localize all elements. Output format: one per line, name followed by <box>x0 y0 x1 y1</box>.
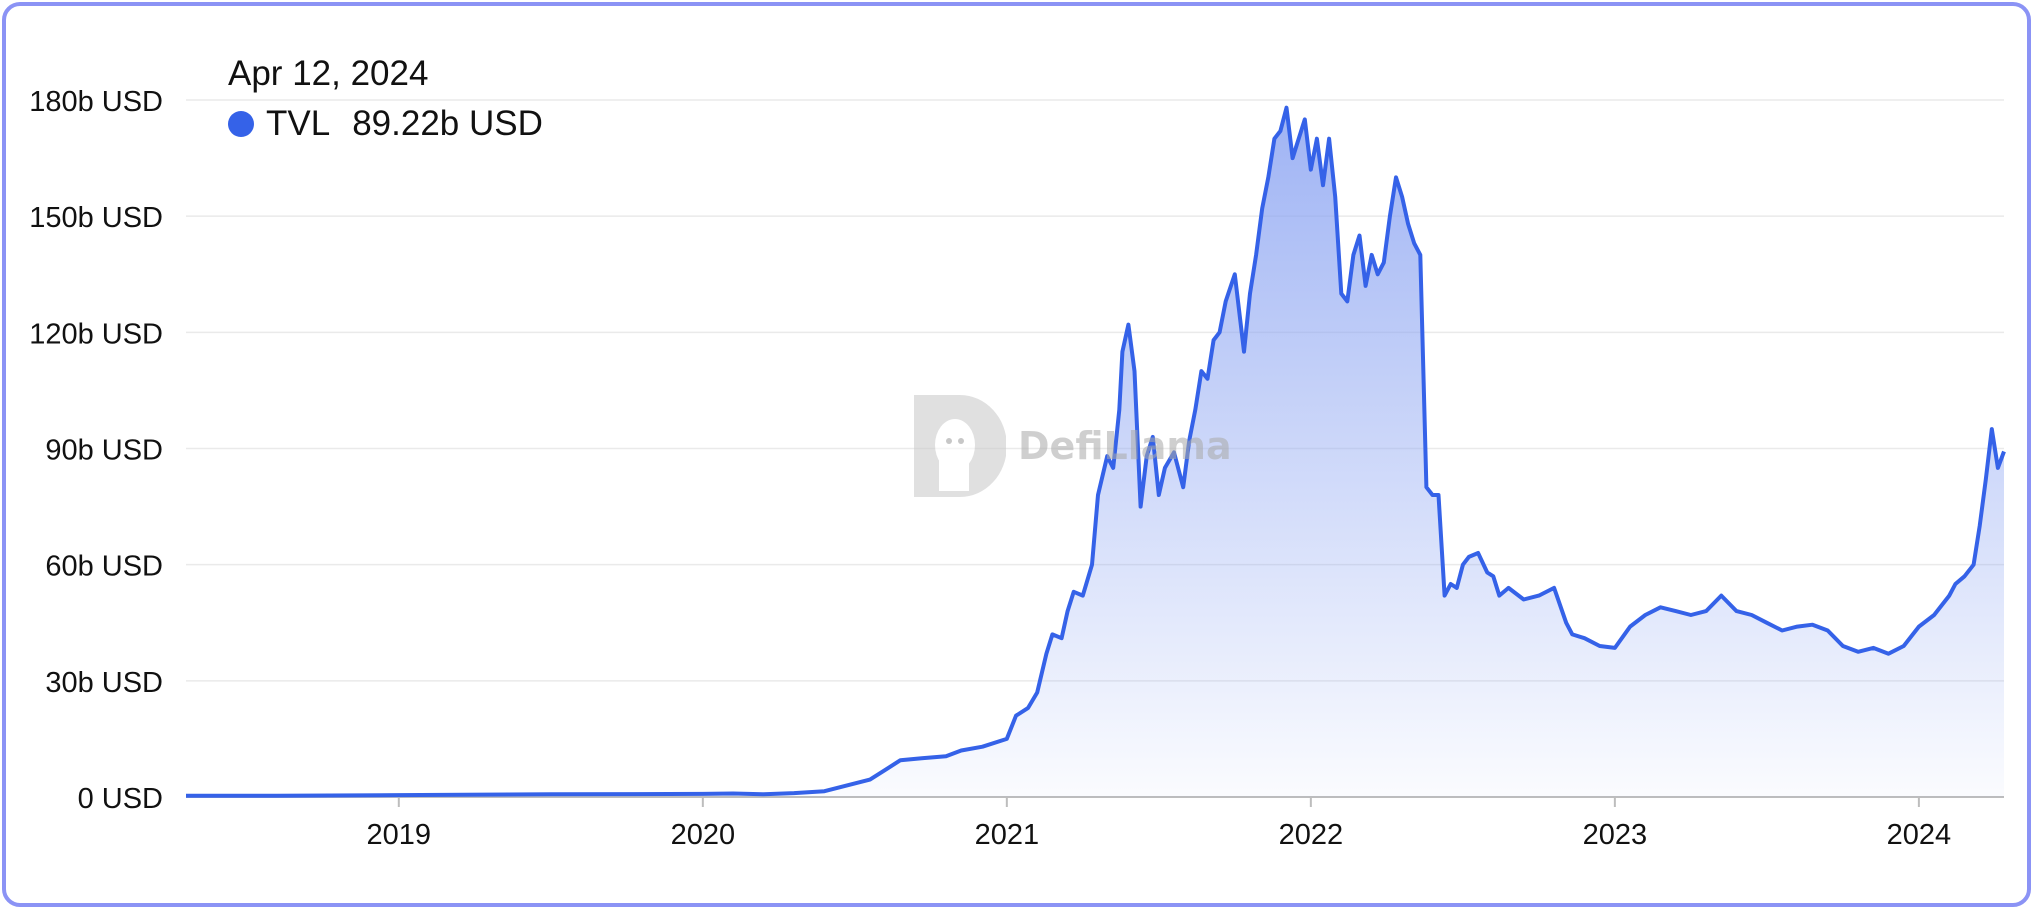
y-tick-label: 150b USD <box>29 202 163 234</box>
y-tick-label: 90b USD <box>45 435 163 467</box>
x-tick-label: 2022 <box>1279 819 1344 851</box>
y-tick-label: 180b USD <box>29 86 163 118</box>
y-tick-label: 0 USD <box>78 783 163 815</box>
x-tick-label: 2021 <box>975 819 1040 851</box>
tvl-area <box>186 107 2004 797</box>
tooltip-date: Apr 12, 2024 <box>228 54 429 93</box>
tooltip-series-name: TVL <box>266 104 331 143</box>
tooltip-series-value: 89.22b USD <box>352 104 543 143</box>
x-tick-label: 2019 <box>367 819 432 851</box>
y-tick-label: 60b USD <box>45 551 163 583</box>
llama-logo-icon <box>914 395 1006 497</box>
watermark-text: DefiLlama <box>1018 424 1232 468</box>
x-tick-label: 2024 <box>1887 819 1952 851</box>
chart-tooltip: Apr 12, 2024 TVL 89.22b USD <box>228 52 543 148</box>
series-color-dot-icon <box>228 111 254 137</box>
defillama-watermark: DefiLlama <box>908 393 1232 499</box>
tooltip-series-row: TVL 89.22b USD <box>228 100 543 148</box>
tvl-line <box>186 105 2006 798</box>
x-tick-label: 2023 <box>1583 819 1648 851</box>
y-tick-label: 30b USD <box>45 667 163 699</box>
x-tick-label: 2020 <box>671 819 736 851</box>
y-tick-label: 120b USD <box>29 318 163 350</box>
